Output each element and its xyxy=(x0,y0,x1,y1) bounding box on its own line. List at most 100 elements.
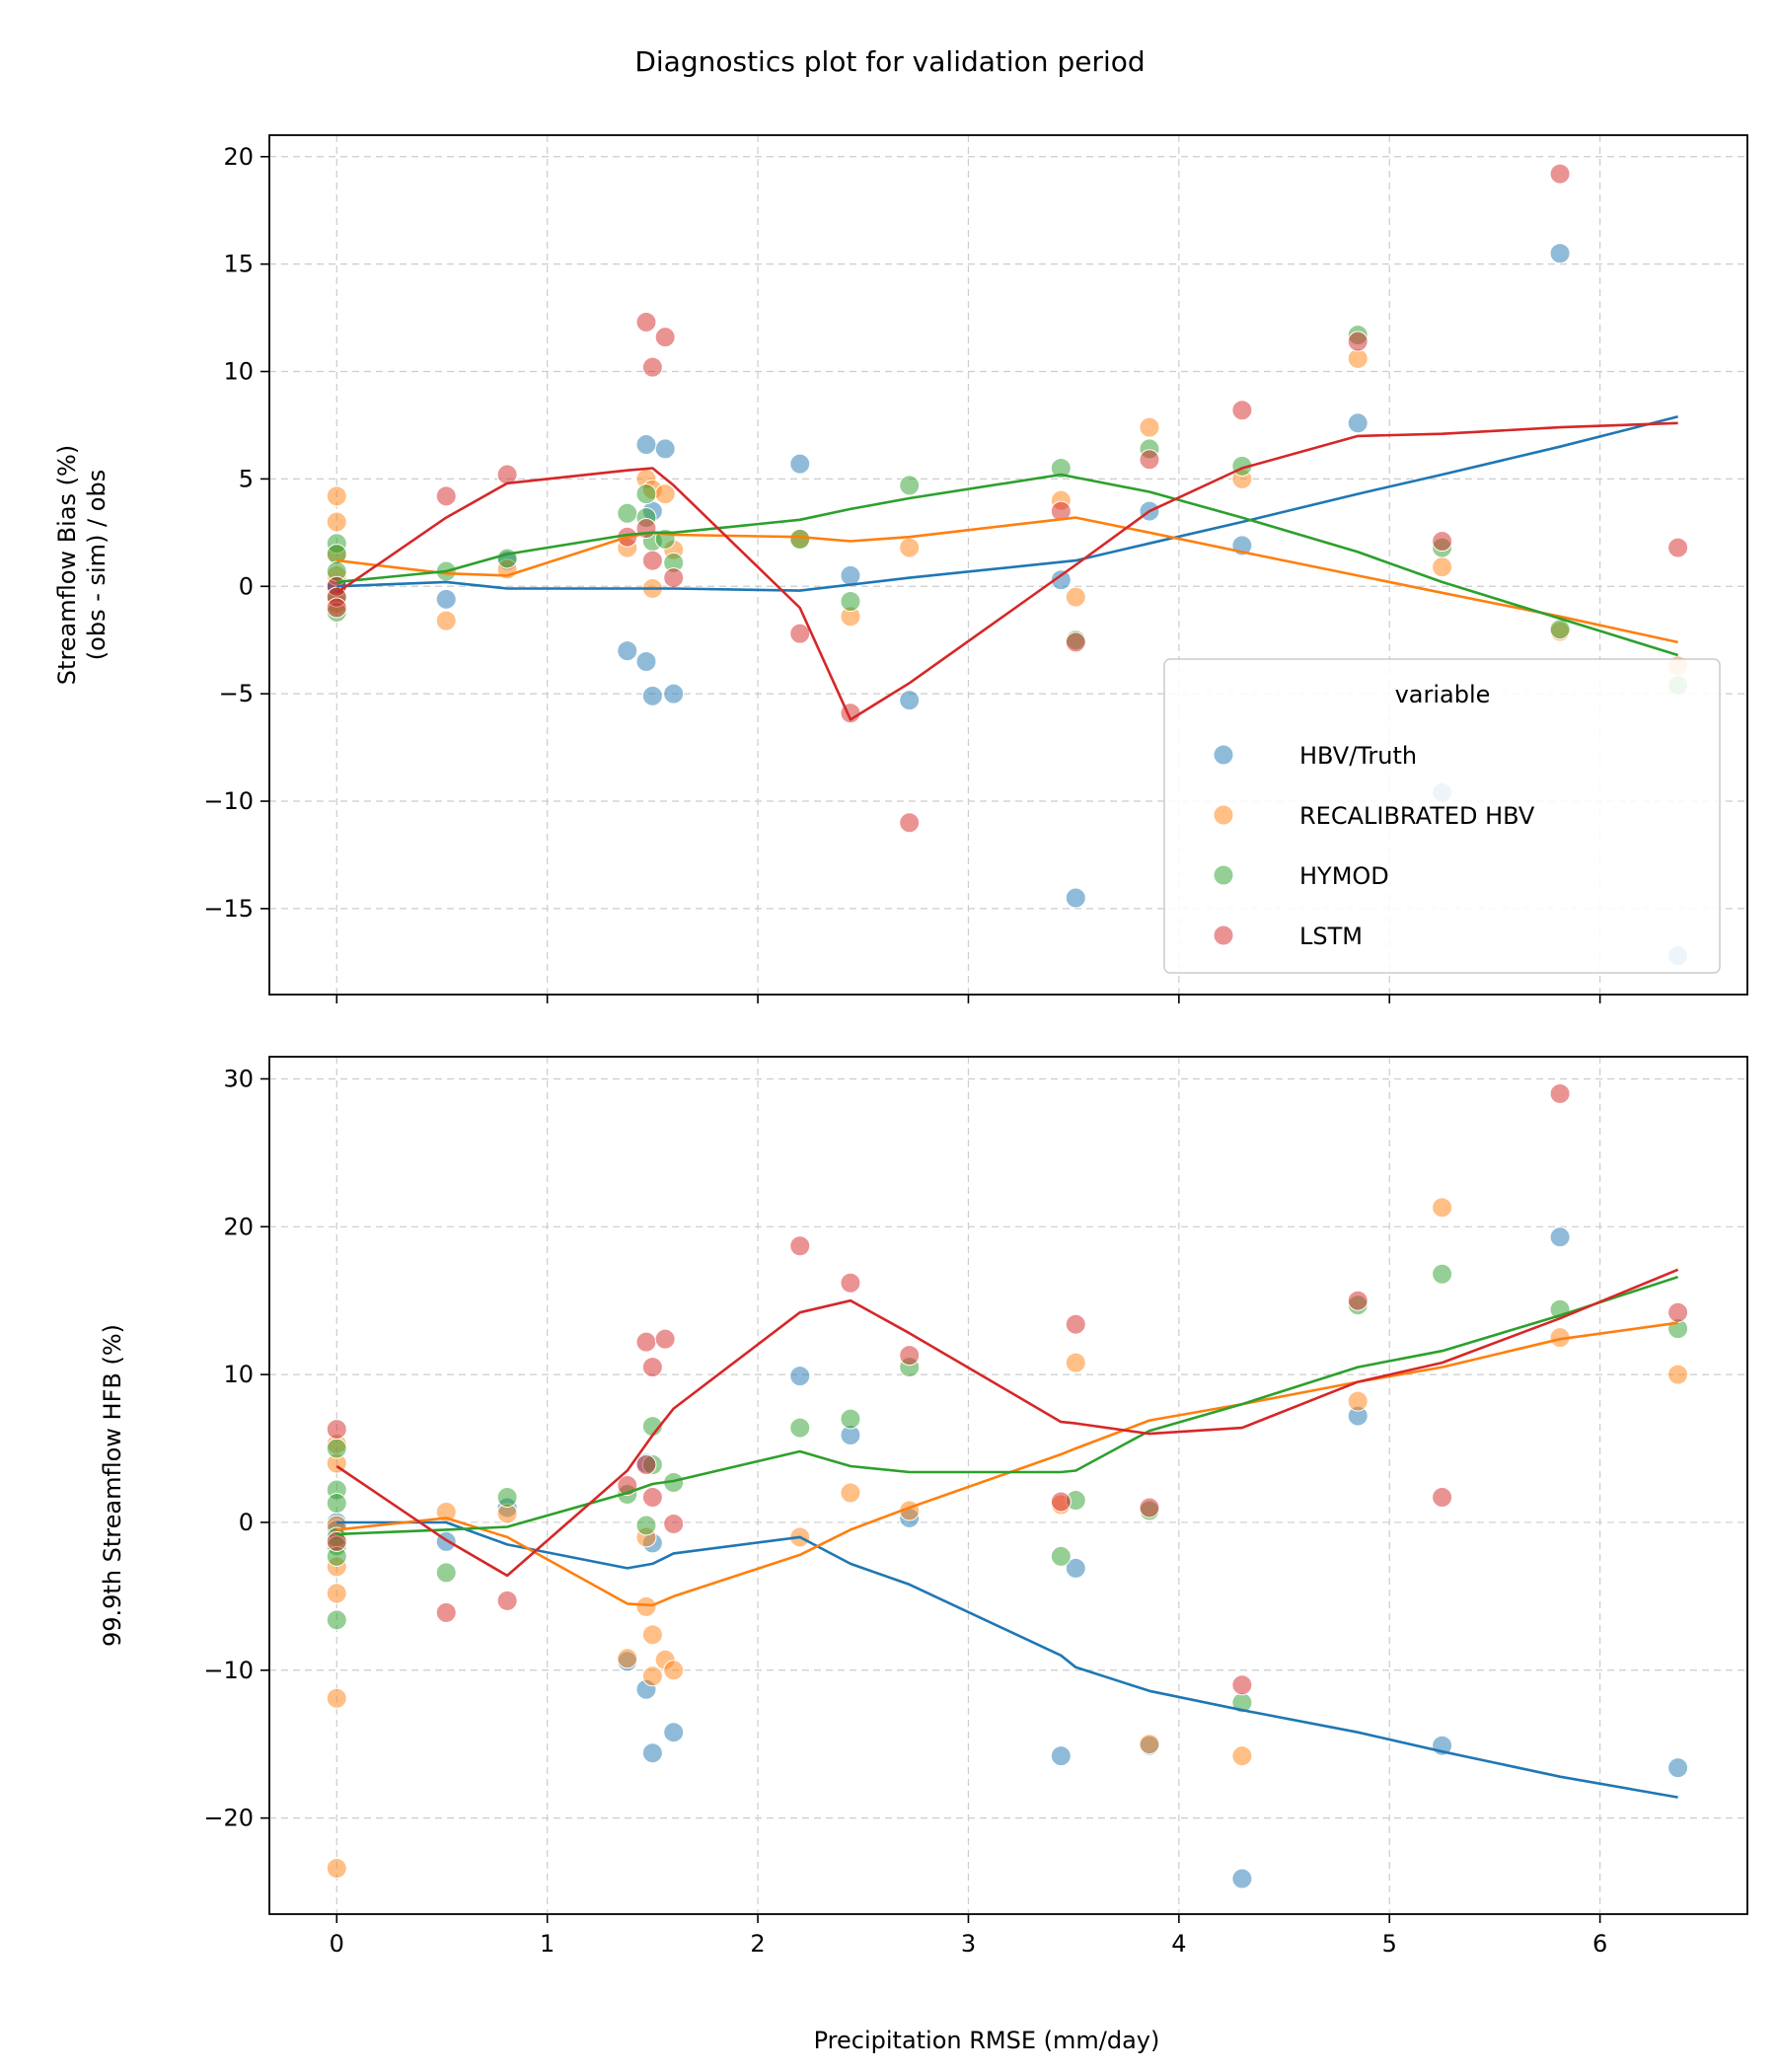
scatter-point-hbv-truth xyxy=(1065,887,1086,909)
scatter-point-hbv-truth xyxy=(789,453,811,475)
trend-line-recalibrated-hbv xyxy=(336,1321,1678,1607)
scatter-point-hymod xyxy=(635,483,657,505)
scatter-point-recalibrated-hbv xyxy=(1065,586,1086,608)
scatter-point-recalibrated-hbv xyxy=(1139,416,1160,438)
scatter-point-lstm xyxy=(641,1357,663,1378)
scatter-point-lstm xyxy=(435,485,457,507)
scatter-point-lstm xyxy=(899,812,921,834)
scatter-point-lstm xyxy=(326,597,347,619)
scatter-point-lstm xyxy=(1347,331,1369,352)
y-tick-label: −15 xyxy=(203,895,254,923)
scatter-point-recalibrated-hbv xyxy=(641,1624,663,1646)
scatter-point-lstm xyxy=(1549,1082,1571,1104)
scatter-point-recalibrated-hbv xyxy=(435,610,457,631)
y-tick-label: 30 xyxy=(223,1065,254,1092)
scatter-point-lstm xyxy=(1139,449,1160,471)
scatter-point-lstm xyxy=(789,1235,811,1257)
scatter-point-hymod xyxy=(326,1609,347,1631)
top-panel: 20 15 10 5 0 −5 −10 −15 Streamflow Bias (%)(obs … xyxy=(53,134,1748,1003)
scatter-point-hbv-truth xyxy=(641,1742,663,1764)
scatter-point-hymod xyxy=(840,591,861,613)
scatter-point-hymod xyxy=(899,475,921,496)
x-tick-label: 2 xyxy=(750,1930,765,1958)
trend-line-hbv-truth xyxy=(336,415,1678,592)
scatter-point-hymod xyxy=(326,1492,347,1514)
scatter-point-hbv-truth xyxy=(663,1722,685,1743)
y-tick-label: 10 xyxy=(223,1361,254,1388)
scatter-point-recalibrated-hbv xyxy=(1231,1745,1253,1767)
scatter-point-hbv-truth xyxy=(1231,1868,1253,1889)
x-tick-label: 6 xyxy=(1592,1930,1607,1958)
scatter-point-lstm xyxy=(1065,1313,1086,1335)
y-tick-label: −20 xyxy=(203,1805,254,1832)
trend-line-hbv-truth xyxy=(336,1520,1678,1799)
scatter-point-hbv-truth xyxy=(635,434,657,456)
scatter-point-lstm xyxy=(1347,1290,1369,1311)
scatter-point-hbv-truth xyxy=(840,564,861,586)
scatter-point-recalibrated-hbv xyxy=(1065,1352,1086,1373)
y-axis-label: Streamflow Bias (%)(obs - sim) / obs xyxy=(53,445,111,685)
legend-marker-recalibrated-hbv xyxy=(1213,804,1234,826)
scatter-point-lstm xyxy=(654,327,676,348)
scatter-point-recalibrated-hbv xyxy=(1667,1364,1689,1385)
scatter-point-lstm xyxy=(435,1601,457,1623)
trend-line-lstm xyxy=(335,421,1678,721)
scatter-point-hymod xyxy=(789,1417,811,1439)
scatter-point-recalibrated-hbv xyxy=(663,1660,685,1681)
scatter-point-hbv-truth xyxy=(1667,1757,1689,1779)
y-tick-label: −10 xyxy=(203,1657,254,1684)
scatter-point-lstm xyxy=(789,623,811,644)
scatter-point-hbv-truth xyxy=(1050,1745,1072,1767)
scatter-point-recalibrated-hbv xyxy=(899,537,921,558)
y-tick-label: 0 xyxy=(239,572,254,600)
scatter-point-hbv-truth xyxy=(789,1366,811,1387)
scatter-point-hymod xyxy=(496,548,518,569)
scatter-point-hymod xyxy=(1050,458,1072,480)
scatter-point-hymod xyxy=(496,1486,518,1508)
y-axis-label: 99.9th Streamflow HFB (%) xyxy=(99,1324,126,1647)
scatter-point-recalibrated-hbv xyxy=(326,1858,347,1880)
scatter-point-hbv-truth xyxy=(1549,243,1571,264)
scatter-point-hymod xyxy=(617,502,638,524)
scatter-point-lstm xyxy=(1231,400,1253,421)
scatter-point-lstm xyxy=(1050,1491,1072,1513)
legend-marker-hbv-truth xyxy=(1213,744,1234,766)
x-tick-label: 1 xyxy=(540,1930,555,1958)
scatter-point-recalibrated-hbv xyxy=(641,1665,663,1687)
scatter-point-hbv-truth xyxy=(617,640,638,662)
x-tick-label: 0 xyxy=(330,1930,344,1958)
scatter-point-lstm xyxy=(654,1328,676,1350)
y-tick-label: 10 xyxy=(223,358,254,386)
scatter-point-lstm xyxy=(635,1331,657,1353)
scatter-point-hymod xyxy=(1549,619,1571,640)
y-tick-label: 15 xyxy=(223,251,254,278)
scatter-point-hymod xyxy=(840,1408,861,1430)
x-tick-label: 3 xyxy=(961,1930,976,1958)
scatter-point-hbv-truth xyxy=(641,685,663,706)
scatter-point-lstm xyxy=(1231,1674,1253,1696)
scatter-point-lstm xyxy=(635,1454,657,1476)
scatter-point-recalibrated-hbv xyxy=(654,483,676,505)
scatter-point-lstm xyxy=(496,1590,518,1611)
scatter-point-lstm xyxy=(899,1345,921,1367)
y-tick-label: −10 xyxy=(203,787,254,815)
scatter-point-hbv-truth xyxy=(435,588,457,610)
scatter-point-lstm xyxy=(1050,500,1072,522)
legend-label-hymod: HYMOD xyxy=(1299,862,1389,890)
scatter-point-lstm xyxy=(635,311,657,333)
scatter-point-recalibrated-hbv xyxy=(840,1482,861,1504)
scatter-point-lstm xyxy=(663,1513,685,1534)
trend-line-lstm xyxy=(335,1268,1679,1578)
legend-label-hbv-truth: HBV/Truth xyxy=(1299,742,1417,770)
scatter-point-hbv-truth xyxy=(663,683,685,704)
legend-title: variable xyxy=(1395,681,1491,708)
scatter-point-recalibrated-hbv xyxy=(1432,1197,1453,1219)
scatter-point-recalibrated-hbv xyxy=(1347,1390,1369,1412)
y-tick-label: 0 xyxy=(239,1509,254,1536)
scatter-point-lstm xyxy=(326,1419,347,1441)
plot-frame xyxy=(268,134,1748,996)
x-tick-label: 4 xyxy=(1171,1930,1186,1958)
scatter-point-hymod xyxy=(635,1515,657,1536)
chart-title: Diagnostics plot for validation period xyxy=(634,45,1145,78)
scatter-point-lstm xyxy=(1549,163,1571,185)
